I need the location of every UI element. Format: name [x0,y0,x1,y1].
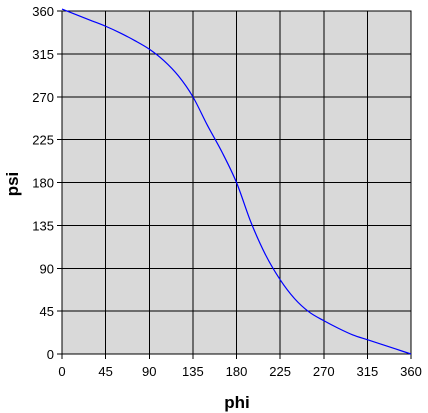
x-tick-label: 0 [58,364,65,379]
x-tick-label: 315 [357,364,379,379]
y-tick-label: 225 [32,133,54,148]
x-tick-label: 360 [400,364,422,379]
x-tick-label: 45 [98,364,112,379]
x-tick-label: 270 [313,364,335,379]
y-tick-label: 315 [32,47,54,62]
x-tick-label: 135 [182,364,204,379]
x-tick-label: 225 [269,364,291,379]
y-tick-label: 180 [32,176,54,191]
y-tick-label: 0 [47,347,54,362]
y-tick-label: 45 [40,304,54,319]
y-axis-title: psi [3,172,22,197]
y-tick-label: 90 [40,261,54,276]
series-line [61,8,412,355]
plot-area [57,8,412,359]
x-axis-title: phi [224,393,250,412]
y-tick-label: 135 [32,218,54,233]
x-tick-label: 90 [142,364,156,379]
x-tick-label: 180 [226,364,248,379]
y-tick-labels: 0 45 90 135 180 225 270 315 360 [32,4,54,362]
x-tick-labels: 0 45 90 135 180 225 270 315 360 [58,364,421,379]
y-tick-label: 270 [32,90,54,105]
y-tick-label: 360 [32,4,54,19]
